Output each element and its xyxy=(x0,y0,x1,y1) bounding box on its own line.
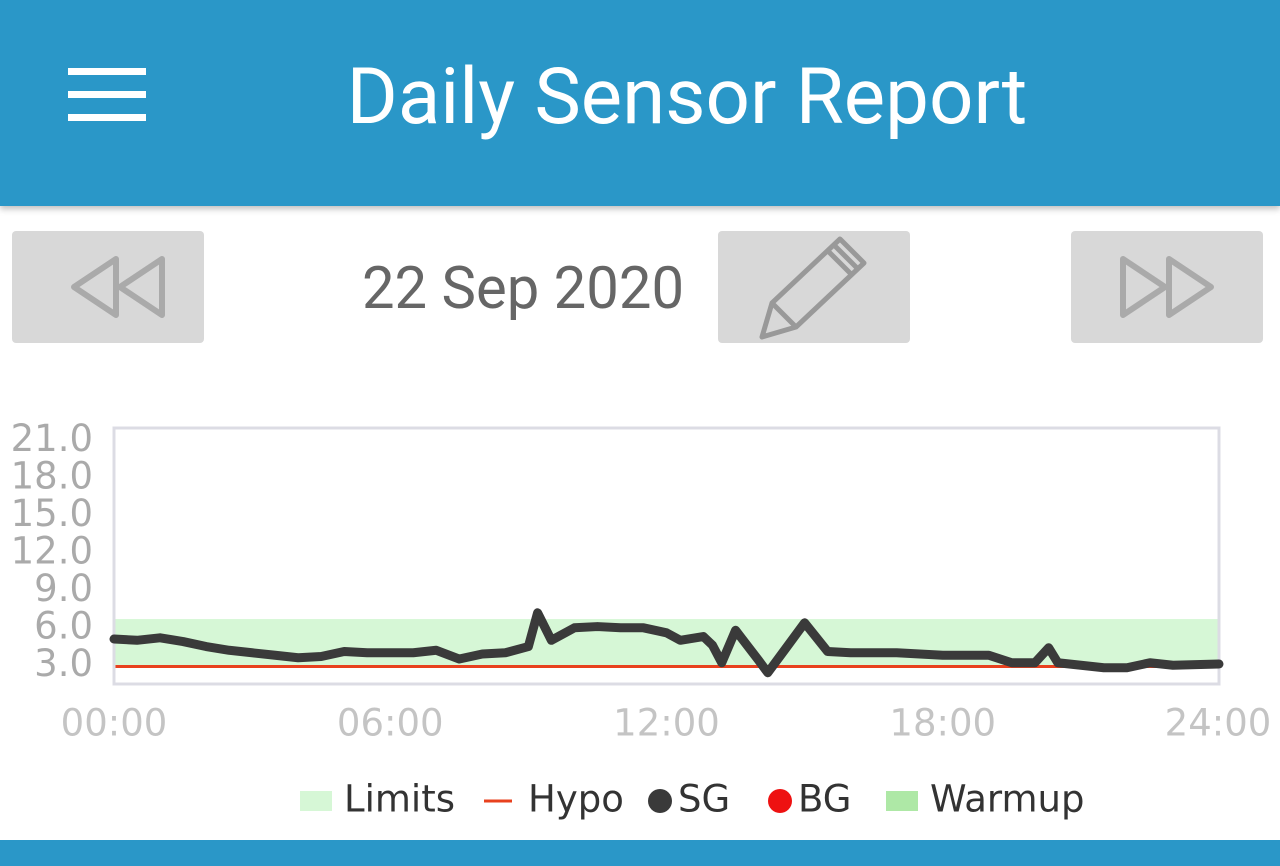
legend-label: Hypo xyxy=(528,778,624,821)
date-label: 22 Sep 2020 xyxy=(361,255,685,323)
x-tick-label: 00:00 xyxy=(61,702,168,745)
y-tick-label: 6.0 xyxy=(34,604,93,647)
y-tick-label: 9.0 xyxy=(34,567,93,610)
edit-button[interactable] xyxy=(718,231,910,343)
bottom-bar xyxy=(0,840,1280,866)
legend-label: Limits xyxy=(344,778,455,821)
legend-swatch xyxy=(886,791,918,811)
y-tick-label: 15.0 xyxy=(11,492,93,535)
legend-swatch xyxy=(648,789,672,813)
legend-label: Warmup xyxy=(930,778,1084,821)
chart: 3.06.09.012.015.018.021.0 00:00 06:00 12:00… xyxy=(11,417,1272,821)
x-tick-label: 06:00 xyxy=(337,702,444,745)
x-tick-label: 12:00 xyxy=(613,702,720,745)
x-tick-label: 24:00 xyxy=(1165,702,1272,745)
legend-swatch xyxy=(484,799,512,803)
previous-day-button[interactable] xyxy=(12,231,204,343)
menu-button[interactable] xyxy=(68,68,146,122)
app-bar: Daily Sensor Report xyxy=(0,0,1280,206)
y-tick-label: 12.0 xyxy=(11,529,93,572)
sg-line xyxy=(109,608,1224,678)
next-day-button[interactable] xyxy=(1071,231,1263,343)
x-tick-label: 18:00 xyxy=(889,702,996,745)
y-tick-label: 18.0 xyxy=(11,454,93,497)
plot-frame xyxy=(112,426,1221,686)
legend-swatch xyxy=(300,791,332,811)
legend-label: SG xyxy=(678,778,730,821)
y-tick-label: 3.0 xyxy=(34,642,93,685)
y-tick-label: 21.0 xyxy=(11,417,93,460)
legend-label: BG xyxy=(798,778,851,821)
title: Daily Sensor Report xyxy=(346,52,1028,143)
legend-swatch xyxy=(768,789,792,813)
